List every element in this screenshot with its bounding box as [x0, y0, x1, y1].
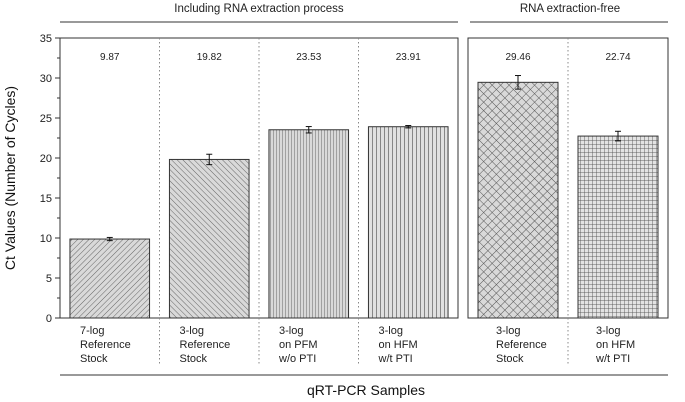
y-tick-label: 10 [40, 233, 52, 245]
x-tick-label: Stock [180, 353, 208, 365]
x-tick-label: Reference [180, 339, 231, 351]
y-tick-label: 5 [46, 273, 52, 285]
x-tick-label: 7-log [80, 325, 104, 337]
data-label: 23.53 [296, 52, 321, 63]
x-tick-label: on HFM [596, 339, 635, 351]
bar [367, 126, 449, 319]
data-label: 19.82 [197, 52, 222, 63]
bar [168, 158, 250, 319]
y-tick-label: 20 [40, 153, 52, 165]
bar [477, 81, 559, 319]
x-tick-label: on HFM [379, 339, 418, 351]
group-title-0: Including RNA extraction process [174, 3, 344, 15]
x-tick-label: 3-log [279, 325, 303, 337]
x-tick-label: w/o PTI [278, 353, 316, 365]
x-tick-label: 3-log [496, 325, 520, 337]
x-tick-label: Reference [80, 339, 131, 351]
data-label: 29.46 [505, 52, 530, 63]
plot-layer: 0 5 10 15 20 25 30 35 9.87 7-log Reference Stock 19.… [40, 33, 659, 366]
x-tick-label: Reference [496, 339, 547, 351]
data-label: 22.74 [605, 52, 630, 63]
bar [268, 129, 350, 319]
group-title-1: RNA extraction-free [520, 3, 620, 15]
x-tick-label: 3-log [180, 325, 204, 337]
y-tick-label: 0 [46, 313, 52, 325]
x-tick-label: on PFM [279, 339, 318, 351]
x-tick-label: 3-log [596, 325, 620, 337]
x-tick-label: 3-log [379, 325, 403, 337]
y-tick-label: 30 [40, 73, 52, 85]
y-axis-title: Ct Values (Number of Cycles) [2, 86, 18, 270]
bar [69, 238, 151, 319]
x-tick-label: Stock [80, 353, 108, 365]
data-label: 9.87 [100, 52, 120, 63]
data-label: 23.91 [396, 52, 421, 63]
x-tick-label: w/t PTI [595, 353, 630, 365]
x-tick-label: w/t PTI [378, 353, 413, 365]
y-tick-label: 15 [40, 193, 52, 205]
x-tick-label: Stock [496, 353, 524, 365]
y-tick-label: 35 [40, 33, 52, 45]
bar [577, 135, 659, 319]
x-axis-title: qRT-PCR Samples [307, 382, 425, 398]
y-tick-label: 25 [40, 113, 52, 125]
